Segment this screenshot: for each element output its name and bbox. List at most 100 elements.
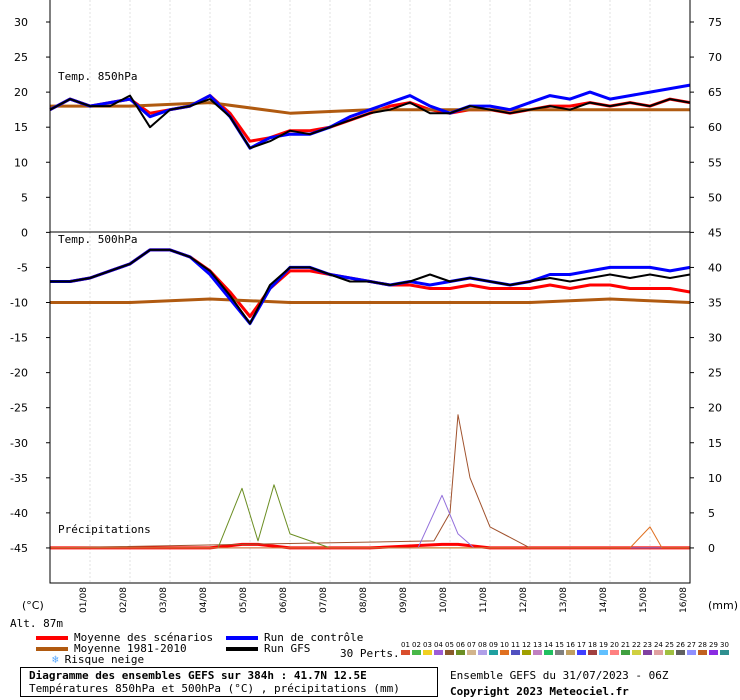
x-tick-label: 14/08 <box>599 587 609 613</box>
plot-frame <box>49 0 691 584</box>
perturbation-swatch <box>489 650 498 655</box>
legend-label-snow: Risque neige <box>64 653 145 666</box>
x-tick-label: 02/08 <box>119 587 129 613</box>
series-line <box>50 248 691 318</box>
perturbation-swatch <box>610 650 619 655</box>
legend-item-control: Run de contrôle <box>226 632 363 643</box>
left-tick-label: 30 <box>14 16 28 29</box>
title-box: Diagramme des ensembles GEFS sur 384h : … <box>20 667 438 697</box>
right-tick-label: 65 <box>708 86 722 99</box>
panel-label: Temp. 850hPa <box>58 70 137 83</box>
x-tick-label: 04/08 <box>199 587 209 613</box>
right-tick-label: 10 <box>708 472 722 485</box>
copyright: Copyright 2023 Meteociel.fr <box>450 685 629 698</box>
perturbation-id: 08 <box>478 641 487 649</box>
panel-label: Temp. 500hPa <box>58 233 137 246</box>
legend-item-climate: Moyenne 1981-2010 <box>36 643 187 654</box>
legend-item-gfs: Run GFS <box>226 643 310 654</box>
perturbation-swatch <box>456 650 465 655</box>
perturbation-id: 30 <box>720 641 729 649</box>
perturbation-swatch <box>654 650 663 655</box>
perturbation-swatch <box>511 650 520 655</box>
perturbations-label: 30 Perts. <box>340 647 400 660</box>
chart-title: Diagramme des ensembles GEFS sur 384h : … <box>29 669 367 682</box>
perturbation-id: 04 <box>434 641 443 649</box>
perturbation-id: 05 <box>445 641 454 649</box>
perturbation-swatch <box>665 650 674 655</box>
chart-grid <box>49 0 691 583</box>
left-tick-label: 20 <box>14 86 28 99</box>
right-tick-label: 15 <box>708 437 722 450</box>
perturbation-id: 22 <box>632 641 641 649</box>
chart-subtitle: Températures 850hPa et 500hPa (°C) , pré… <box>29 682 400 695</box>
perturbation-swatch <box>500 650 509 655</box>
left-tick-label: 15 <box>14 121 28 134</box>
legend-swatch-mean <box>36 636 68 640</box>
right-tick-label: 70 <box>708 51 722 64</box>
perturbation-swatch <box>544 650 553 655</box>
legend-label-control: Run de contrôle <box>264 631 364 644</box>
perturbation-swatch <box>566 650 575 655</box>
perturbation-swatch <box>412 650 421 655</box>
perturbation-swatch <box>599 650 608 655</box>
right-tick-label: 75 <box>708 16 722 29</box>
perturbation-swatch <box>698 650 707 655</box>
perturbation-id: 25 <box>665 641 674 649</box>
left-tick-label: -10 <box>10 297 28 310</box>
perturbation-swatch <box>467 650 476 655</box>
perturbation-id: 03 <box>423 641 432 649</box>
x-tick-label: 01/08 <box>79 587 89 613</box>
left-tick-label: 10 <box>14 156 28 169</box>
left-tick-label: -15 <box>10 332 28 345</box>
perturbation-id: 14 <box>544 641 553 649</box>
series-line <box>50 248 691 325</box>
panel-label: Précipitations <box>58 523 151 536</box>
x-tick-label: 09/08 <box>399 587 409 613</box>
series-line <box>49 414 690 549</box>
x-tick-label: 08/08 <box>359 587 369 613</box>
perturbation-id: 24 <box>654 641 663 649</box>
right-tick-label: 5 <box>708 507 715 520</box>
left-tick-label: 5 <box>21 191 28 204</box>
right-tick-label: 35 <box>708 297 722 310</box>
perturbation-swatch <box>709 650 718 655</box>
series-line <box>50 526 690 549</box>
legend: Moyenne des scénarios Moyenne 1981-2010 … <box>0 630 740 670</box>
series-line <box>50 297 691 304</box>
left-tick-label: 0 <box>21 226 28 239</box>
perturbation-swatch <box>577 650 586 655</box>
chart-axes: 302520151050-5-10-15-20-25-30-35-40-4575… <box>10 0 738 630</box>
left-tick-label: 25 <box>14 51 28 64</box>
series-line <box>49 94 691 150</box>
x-tick-label: 03/08 <box>159 587 169 613</box>
perturbation-id: 27 <box>687 641 696 649</box>
perturbation-swatch <box>423 650 432 655</box>
right-tick-label: 0 <box>708 542 715 555</box>
perturbation-id: 29 <box>709 641 718 649</box>
run-info: Ensemble GEFS du 31/07/2023 - 06Z <box>450 669 669 682</box>
x-tick-label: 13/08 <box>559 587 569 613</box>
right-tick-label: 45 <box>708 226 722 239</box>
legend-label-mean: Moyenne des scénarios <box>74 631 214 644</box>
perturbation-id: 28 <box>698 641 707 649</box>
perturbation-swatch <box>533 650 542 655</box>
perturbation-id: 10 <box>500 641 509 649</box>
x-tick-label: 05/08 <box>239 587 249 613</box>
perturbation-swatch <box>445 650 454 655</box>
panel-labels: Temp. 850hPa Temp. 500hPa Précipitations <box>58 70 151 536</box>
x-tick-label: 07/08 <box>319 587 329 613</box>
x-tick-label: 12/08 <box>519 587 529 613</box>
perturbation-swatch <box>522 650 531 655</box>
perturbation-swatch <box>687 650 696 655</box>
right-tick-label: 50 <box>708 191 722 204</box>
series-line <box>49 83 691 150</box>
perturbation-id: 15 <box>555 641 564 649</box>
perturbation-id: 17 <box>577 641 586 649</box>
perturbation-id: 13 <box>533 641 542 649</box>
legend-swatch-climate <box>36 647 68 651</box>
perturbation-id: 18 <box>588 641 597 649</box>
left-tick-label: -20 <box>10 367 28 380</box>
perturbation-swatch <box>720 650 729 655</box>
right-tick-label: 40 <box>708 261 722 274</box>
perturbation-id: 09 <box>489 641 498 649</box>
